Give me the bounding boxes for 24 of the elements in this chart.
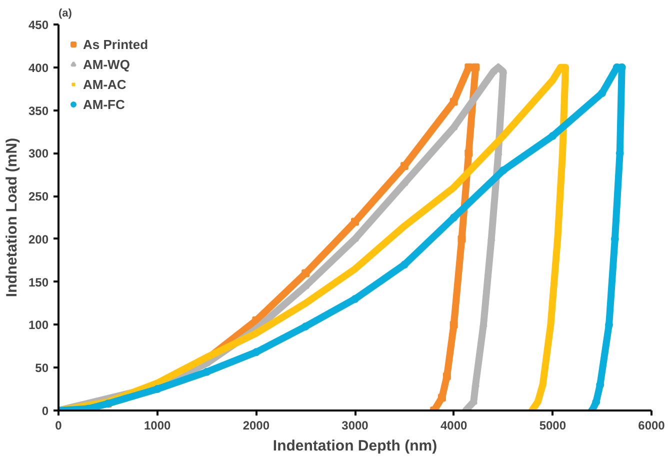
- x-tick-label: 0: [55, 418, 62, 432]
- y-tick-label: 250: [28, 190, 49, 204]
- y-tick-label: 400: [28, 60, 49, 75]
- y-tick-label: 300: [28, 146, 49, 161]
- legend-label: AM-WQ: [83, 56, 130, 72]
- y-tick-label: 350: [28, 104, 49, 118]
- y-tick-label: 450: [28, 18, 49, 32]
- y-tick-label: 100: [28, 318, 49, 332]
- y-tick-label: 200: [28, 232, 49, 246]
- y-tick-label: 150: [28, 275, 49, 290]
- y-axis-title: Indnetation Load (mN): [3, 138, 20, 298]
- y-tick-label: 50: [35, 361, 49, 376]
- x-tick-label: 4000: [440, 418, 468, 432]
- legend-label: AM-FC: [83, 96, 125, 112]
- x-tick-label: 1000: [144, 418, 172, 432]
- x-tick-label: 5000: [539, 418, 566, 432]
- x-axis-title: Indentation Depth (nm): [272, 438, 438, 454]
- x-tick-label: 3000: [342, 418, 369, 432]
- chart-title: (a): [58, 8, 72, 20]
- x-tick-label: 6000: [638, 418, 666, 432]
- legend-label: AM-AC: [83, 76, 126, 92]
- x-tick-label: 2000: [242, 418, 270, 432]
- legend-label: As Printed: [83, 36, 148, 52]
- y-tick-label: 0: [42, 404, 49, 418]
